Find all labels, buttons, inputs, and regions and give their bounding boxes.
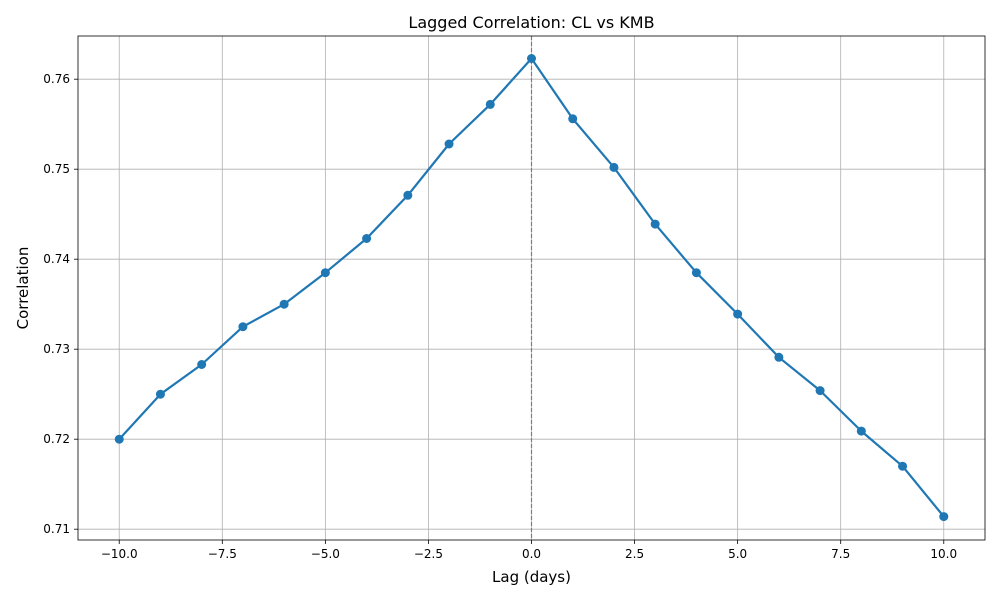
x-axis-ticks: −10.0 −7.5 −5.0 −2.5 0.0 2.5 5.0 7.5 10.0 — [101, 540, 957, 561]
x-tick-label: −10.0 — [101, 547, 138, 561]
y-tick-label: 0.72 — [43, 432, 70, 446]
correlation-point — [527, 54, 536, 63]
y-axis-label: Correlation — [14, 247, 32, 330]
correlation-point — [197, 360, 207, 369]
y-tick-label: 0.73 — [43, 342, 70, 356]
y-axis-ticks: 0.71 0.72 0.73 0.74 0.75 0.76 — [43, 72, 78, 536]
x-tick-label: 0.0 — [522, 547, 541, 561]
x-tick-label: 2.5 — [625, 547, 644, 561]
x-tick-label: 10.0 — [930, 547, 957, 561]
correlation-point — [815, 386, 825, 396]
correlation-point — [403, 190, 413, 200]
correlation-point — [568, 114, 578, 124]
x-tick-label: 5.0 — [728, 547, 747, 561]
correlation-point — [114, 434, 124, 444]
correlation-point — [444, 139, 454, 149]
x-axis-label: Lag (days) — [492, 568, 571, 586]
correlation-point — [939, 512, 949, 522]
correlation-point — [279, 299, 289, 309]
correlation-point — [691, 268, 701, 278]
y-tick-label: 0.75 — [43, 162, 70, 176]
y-tick-label: 0.74 — [43, 252, 70, 266]
y-tick-label: 0.71 — [43, 522, 70, 536]
correlation-point — [238, 322, 248, 332]
chart-title: Lagged Correlation: CL vs KMB — [408, 13, 654, 32]
x-tick-label: −5.0 — [311, 547, 340, 561]
series-group — [114, 54, 949, 522]
correlation-point — [856, 426, 866, 436]
correlation-point — [362, 234, 372, 243]
x-tick-label: 7.5 — [831, 547, 850, 561]
correlation-point — [774, 352, 784, 362]
correlation-point — [733, 309, 743, 319]
correlation-point — [320, 268, 330, 278]
x-tick-label: −7.5 — [208, 547, 237, 561]
correlation-point — [898, 461, 908, 471]
correlation-point — [485, 99, 495, 109]
y-tick-label: 0.76 — [43, 72, 70, 86]
correlation-point — [609, 162, 619, 172]
x-tick-label: −2.5 — [414, 547, 443, 561]
correlation-point — [155, 389, 165, 399]
correlation-point — [650, 219, 660, 229]
